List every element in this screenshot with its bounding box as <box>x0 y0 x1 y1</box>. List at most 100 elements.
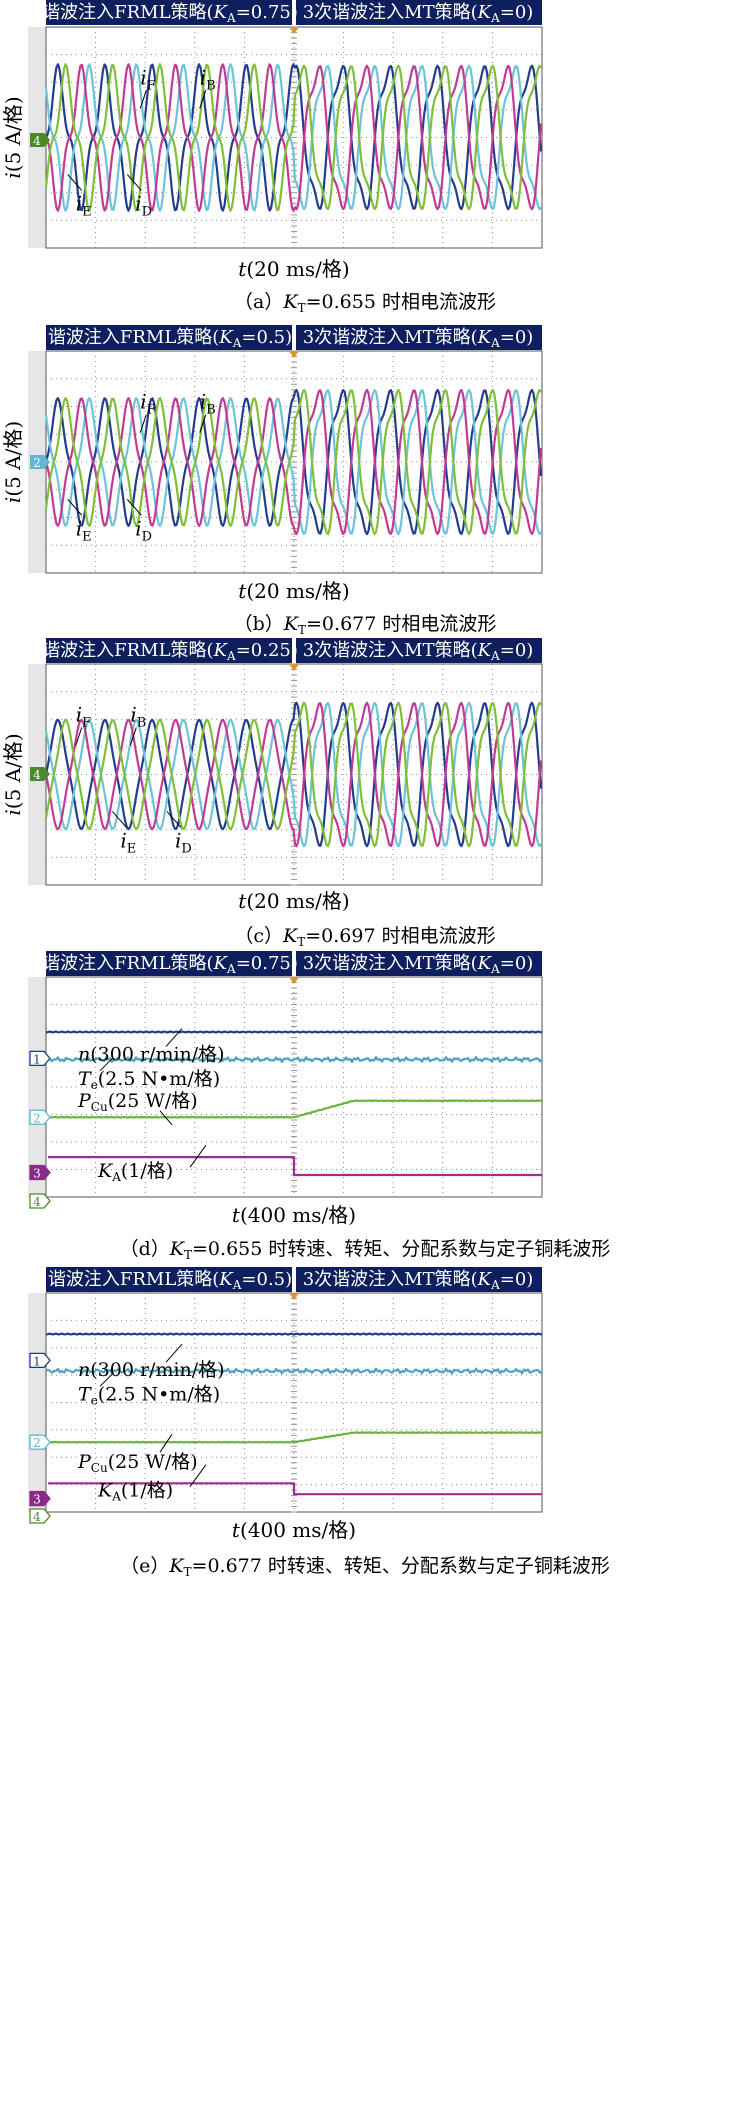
x-axis-label: t(400 ms/格) <box>232 1203 356 1227</box>
series-iD <box>45 63 543 212</box>
banner-right-text: 3次谐波注入MT策略(KA=0) <box>303 2 534 25</box>
channel-ref-number: 4 <box>33 1510 41 1524</box>
channel-ref-marker <box>29 1164 51 1181</box>
label-leader <box>99 1058 113 1072</box>
channel-ref-number: 4 <box>33 134 41 148</box>
channel-ref-marker <box>30 767 50 781</box>
series-label: iF <box>140 390 155 418</box>
banner-right-bg <box>296 638 542 663</box>
series-label: iF <box>140 65 155 93</box>
series-iE <box>44 701 542 848</box>
banner-right-bg <box>296 325 542 350</box>
series-n <box>45 1030 543 1034</box>
series-iB <box>44 701 542 848</box>
label-leader <box>159 1433 173 1453</box>
x-axis-label: t(20 ms/格) <box>238 579 349 603</box>
series-KA <box>48 1156 542 1177</box>
series-n <box>45 1332 543 1336</box>
series-PCu <box>45 1099 543 1119</box>
caption: （a）KT=0.655 时相电流波形 <box>234 291 496 315</box>
banner-right-bg <box>296 1267 542 1292</box>
series-label-leader <box>166 811 182 828</box>
series-label-leader <box>126 498 142 516</box>
trigger-marker <box>289 27 299 34</box>
banner-left-bg <box>46 1267 292 1292</box>
banner-left-text: 谐波注入FRML策略(KA=0.75) <box>42 953 298 976</box>
series-label-leader <box>129 727 137 746</box>
x-axis-label: t(400 ms/格) <box>232 1518 356 1542</box>
series-label: iF <box>76 702 91 730</box>
series-iF <box>45 63 543 212</box>
channel-ref-marker <box>29 1109 51 1125</box>
banner-left-text: 谐波注入FRML策略(KA=0.25) <box>42 640 298 663</box>
trigger-marker <box>289 1293 299 1300</box>
series-iF <box>44 701 543 848</box>
series-label-Te: Te(2.5 N•m/格) <box>78 1068 220 1092</box>
series-label-PCu: PCu(25 W/格) <box>77 1451 198 1475</box>
channel-ref-marker <box>29 1352 51 1368</box>
banner-left-bg <box>46 951 292 976</box>
label-leader <box>189 1144 207 1168</box>
channel-ref-number: 1 <box>33 1354 41 1368</box>
y-axis-label: i(5 A/格) <box>1 421 25 503</box>
series-iE <box>44 63 542 212</box>
channel-ref-number: 3 <box>33 1167 41 1181</box>
series-Te <box>45 1056 543 1063</box>
ref-strip <box>28 977 46 1197</box>
trigger-marker <box>289 664 299 671</box>
series-label-leader <box>112 811 127 828</box>
series-label: iD <box>175 828 192 856</box>
channel-ref-marker <box>29 1434 51 1450</box>
series-label: iE <box>76 516 92 544</box>
grid <box>46 1292 542 1513</box>
channel-ref-number: 2 <box>33 1436 41 1450</box>
channel-ref-number: 2 <box>33 456 41 470</box>
banner-right-bg <box>296 0 542 25</box>
ref-strip <box>28 1293 46 1512</box>
banner-left-bg <box>46 0 292 25</box>
channel-ref-number: 4 <box>33 768 41 782</box>
channel-ref-number: 3 <box>33 1493 41 1507</box>
x-axis-label: t(20 ms/格) <box>238 257 349 281</box>
series-iF <box>44 388 543 536</box>
channel-ref-marker <box>29 1490 51 1507</box>
series-label: iD <box>135 191 152 219</box>
channel-ref-marker <box>30 455 50 469</box>
series-label-leader <box>67 174 83 191</box>
caption: （c）KT=0.697 时相电流波形 <box>234 925 495 949</box>
caption: （d）KT=0.655 时转速、转矩、分配系数与定子铜耗波形 <box>120 1238 611 1262</box>
channel-ref-number: 2 <box>33 1111 41 1125</box>
banner-right-text: 3次谐波注入MT策略(KA=0) <box>303 327 534 350</box>
series-iB <box>44 388 542 536</box>
series-label-Te: Te(2.5 N•m/格) <box>78 1383 220 1407</box>
series-label-leader <box>199 90 207 109</box>
series-Te <box>45 1367 543 1375</box>
banner-left-text: 谐波注入FRML策略(KA=0.5) <box>48 1269 292 1292</box>
series-label-KA: KA(1/格) <box>97 1160 173 1184</box>
series-KA <box>48 1482 542 1496</box>
trigger-marker <box>289 351 299 358</box>
y-axis-label: i(5 A/格) <box>1 96 25 178</box>
series-label-PCu: PCu(25 W/格) <box>77 1090 198 1114</box>
banner-right-text: 3次谐波注入MT策略(KA=0) <box>303 640 534 663</box>
banner-right-bg <box>296 951 542 976</box>
banner-right-text: 3次谐波注入MT策略(KA=0) <box>303 953 534 976</box>
series-iD <box>44 701 543 848</box>
series-iB <box>44 63 542 212</box>
series-label-n: n(300 r/min/格) <box>78 1044 225 1066</box>
series-iD <box>44 388 543 536</box>
series-label-leader <box>67 498 83 516</box>
caption: （e）KT=0.677 时转速、转矩、分配系数与定子铜耗波形 <box>120 1555 610 1579</box>
banner-left-bg <box>46 638 292 663</box>
channel-ref-marker <box>29 1508 51 1524</box>
series-label-leader <box>126 174 142 191</box>
banner-right-text: 3次谐波注入MT策略(KA=0) <box>303 1269 534 1292</box>
series-label: iB <box>200 390 216 418</box>
channel-ref-marker <box>29 1193 51 1209</box>
label-leader <box>99 1373 113 1387</box>
series-label: iE <box>120 828 136 856</box>
channel-ref-number: 1 <box>33 1052 41 1066</box>
label-leader <box>165 1343 183 1363</box>
